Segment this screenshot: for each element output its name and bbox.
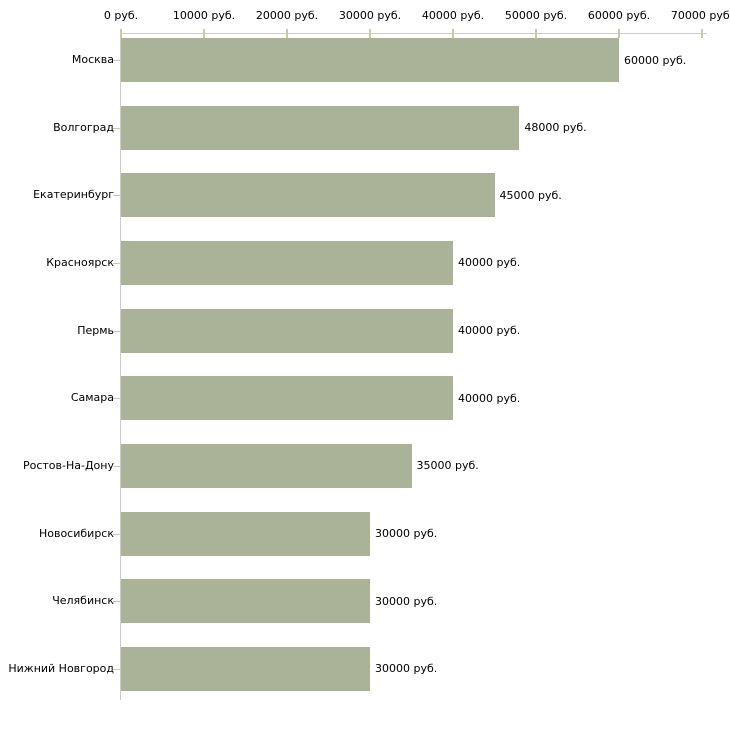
- y-axis-line: [120, 33, 121, 700]
- x-axis-tick-label: 0 руб.: [103, 9, 139, 22]
- category-tick: [113, 262, 120, 264]
- value-label: 40000 руб.: [458, 324, 521, 338]
- bar-row: Челябинск 30000 руб.: [52, 575, 707, 643]
- x-axis-tick-label: 20000 руб.: [255, 9, 319, 22]
- x-axis-tick-label: 30000 руб.: [338, 9, 402, 22]
- bar-line: 30000 руб.: [121, 579, 707, 624]
- bar-row: Екатеринбург 45000 руб.: [33, 169, 707, 237]
- bar-line: 45000 руб.: [121, 173, 707, 218]
- x-axis-tick-label: 70000 руб.: [670, 9, 730, 22]
- bar: [121, 579, 370, 624]
- bar-line: 40000 руб.: [121, 376, 707, 421]
- category-label: Красноярск: [46, 255, 114, 269]
- value-label: 30000 руб.: [375, 662, 438, 676]
- category-label: Волгоград: [53, 120, 114, 134]
- bar: [121, 173, 495, 218]
- category-tick: [113, 533, 120, 535]
- bar-line: 30000 руб.: [121, 511, 707, 556]
- category-label: Москва: [71, 53, 114, 66]
- x-axis-tick-label: 50000 руб.: [504, 9, 568, 22]
- x-axis-tick-label: 40000 руб.: [421, 9, 485, 22]
- bar: [121, 38, 619, 82]
- x-axis-tick: [203, 29, 205, 38]
- category-label: Екатеринбург: [33, 188, 114, 202]
- bar: [121, 376, 453, 421]
- value-label: 30000 руб.: [375, 594, 438, 608]
- value-label: 60000 руб.: [624, 53, 687, 67]
- x-axis-tick: [369, 29, 371, 38]
- x-axis-tick: [701, 29, 703, 38]
- bar-line: 35000 руб.: [121, 443, 707, 488]
- category-tick: [113, 398, 120, 400]
- bar: [121, 105, 520, 150]
- category-tick: [113, 601, 120, 603]
- value-label: 45000 руб.: [499, 188, 562, 202]
- bar-row: Новосибирск 30000 руб.: [39, 508, 707, 576]
- category-label: Пермь: [77, 323, 114, 337]
- category-tick: [113, 330, 120, 332]
- bar-line: 40000 руб.: [121, 240, 707, 285]
- bar-row: Нижний Новгород 30000 руб.: [8, 643, 707, 711]
- category-label: Ростов-На-Дону: [22, 458, 114, 472]
- bar-row: Москва 60000 руб.: [72, 34, 707, 102]
- x-axis-line: [120, 33, 707, 34]
- bar: [121, 443, 412, 488]
- plot-area: Москва 60000 руб. Волгоград 48000 руб. Екате…: [8, 34, 707, 711]
- category-tick: [113, 465, 120, 467]
- category-label: Новосибирск: [38, 526, 114, 540]
- bar-row: Красноярск 40000 руб.: [46, 237, 707, 305]
- category-tick: [113, 127, 120, 129]
- value-label: 40000 руб.: [458, 256, 521, 270]
- category-tick: [113, 60, 120, 61]
- x-axis-tick: [618, 29, 620, 38]
- category-label: Нижний Новгород: [8, 661, 114, 675]
- x-axis-tick-label: 10000 руб.: [172, 9, 236, 22]
- category-label: Челябинск: [52, 594, 114, 608]
- bar: [121, 646, 370, 691]
- x-axis-tick: [120, 29, 122, 38]
- bar-line: 48000 руб.: [121, 105, 707, 150]
- bar-line: 40000 руб.: [121, 308, 707, 353]
- bar-row: Волгоград 48000 руб.: [53, 102, 707, 170]
- bar-row: Пермь 40000 руб.: [77, 305, 707, 373]
- bar-line: 60000 руб.: [121, 38, 707, 82]
- value-label: 40000 руб.: [458, 391, 521, 405]
- value-label: 35000 руб.: [416, 459, 479, 473]
- value-label: 30000 руб.: [375, 527, 438, 541]
- bar-row: Ростов-На-Дону 35000 руб.: [23, 440, 707, 508]
- bar: [121, 240, 453, 285]
- bar: [121, 308, 453, 353]
- category-label: Самара: [70, 391, 114, 405]
- bar-line: 30000 руб.: [121, 646, 707, 691]
- category-tick: [113, 195, 120, 197]
- bar: [121, 511, 370, 556]
- x-axis-tick: [286, 29, 288, 38]
- value-label: 48000 руб.: [524, 121, 587, 135]
- x-axis-tick-label: 60000 руб.: [587, 9, 651, 22]
- x-axis-tick: [535, 29, 537, 38]
- x-axis-tick: [452, 29, 454, 38]
- bar-row: Самара 40000 руб.: [71, 372, 707, 440]
- category-tick: [113, 668, 120, 670]
